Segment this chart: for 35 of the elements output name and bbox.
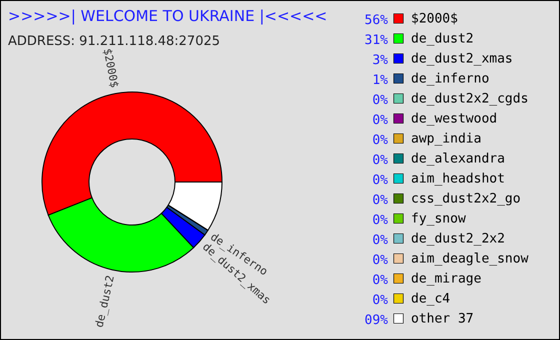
legend-label: fy_snow (411, 212, 466, 226)
legend-label: de_dust2_2x2 (411, 232, 505, 246)
text: 0% (372, 193, 388, 208)
legend-label: other 37 (411, 312, 474, 326)
legend-label: $2000$ (411, 12, 458, 26)
text: ADDRESS: 91.211.118.48:27025 (8, 34, 220, 49)
text: 0% (372, 233, 388, 248)
text: 0% (372, 213, 388, 228)
legend-label: de_westwood (411, 112, 498, 126)
chart-title: >>>>>| WELCOME TO UKRAINE |<<<<< (8, 7, 328, 25)
legend-label: de_mirage (411, 272, 482, 286)
text: 0% (372, 133, 388, 148)
data-label: 31% (364, 33, 388, 48)
data-label: 1% (372, 73, 388, 88)
legend-label: aim_deagle_snow (411, 252, 529, 266)
text: 0% (372, 293, 388, 308)
text: 0% (372, 273, 388, 288)
legend-label: css_dust2x2_go (411, 192, 521, 206)
legend-label: aim_headshot (411, 172, 505, 186)
legend-label: de_dust2x2_cgds (411, 92, 528, 106)
data-label: 3% (372, 53, 388, 68)
legend-label: de_dust2 (411, 32, 474, 46)
text: 0% (372, 153, 388, 168)
data-label: 09% (364, 313, 388, 328)
text: 0% (372, 93, 388, 108)
text: 0% (372, 253, 388, 268)
legend-label: de_inferno (411, 72, 490, 86)
text: 0% (372, 113, 388, 128)
slice-label: $2000$ (100, 47, 121, 89)
legend-label: de_c4 (411, 292, 450, 306)
legend-label: de_alexandra (411, 152, 505, 166)
text: 0% (372, 173, 388, 188)
legend-label: awp_india (411, 132, 482, 146)
legend-label: de_dust2_xmas (411, 52, 513, 66)
data-label: 56% (364, 13, 388, 28)
